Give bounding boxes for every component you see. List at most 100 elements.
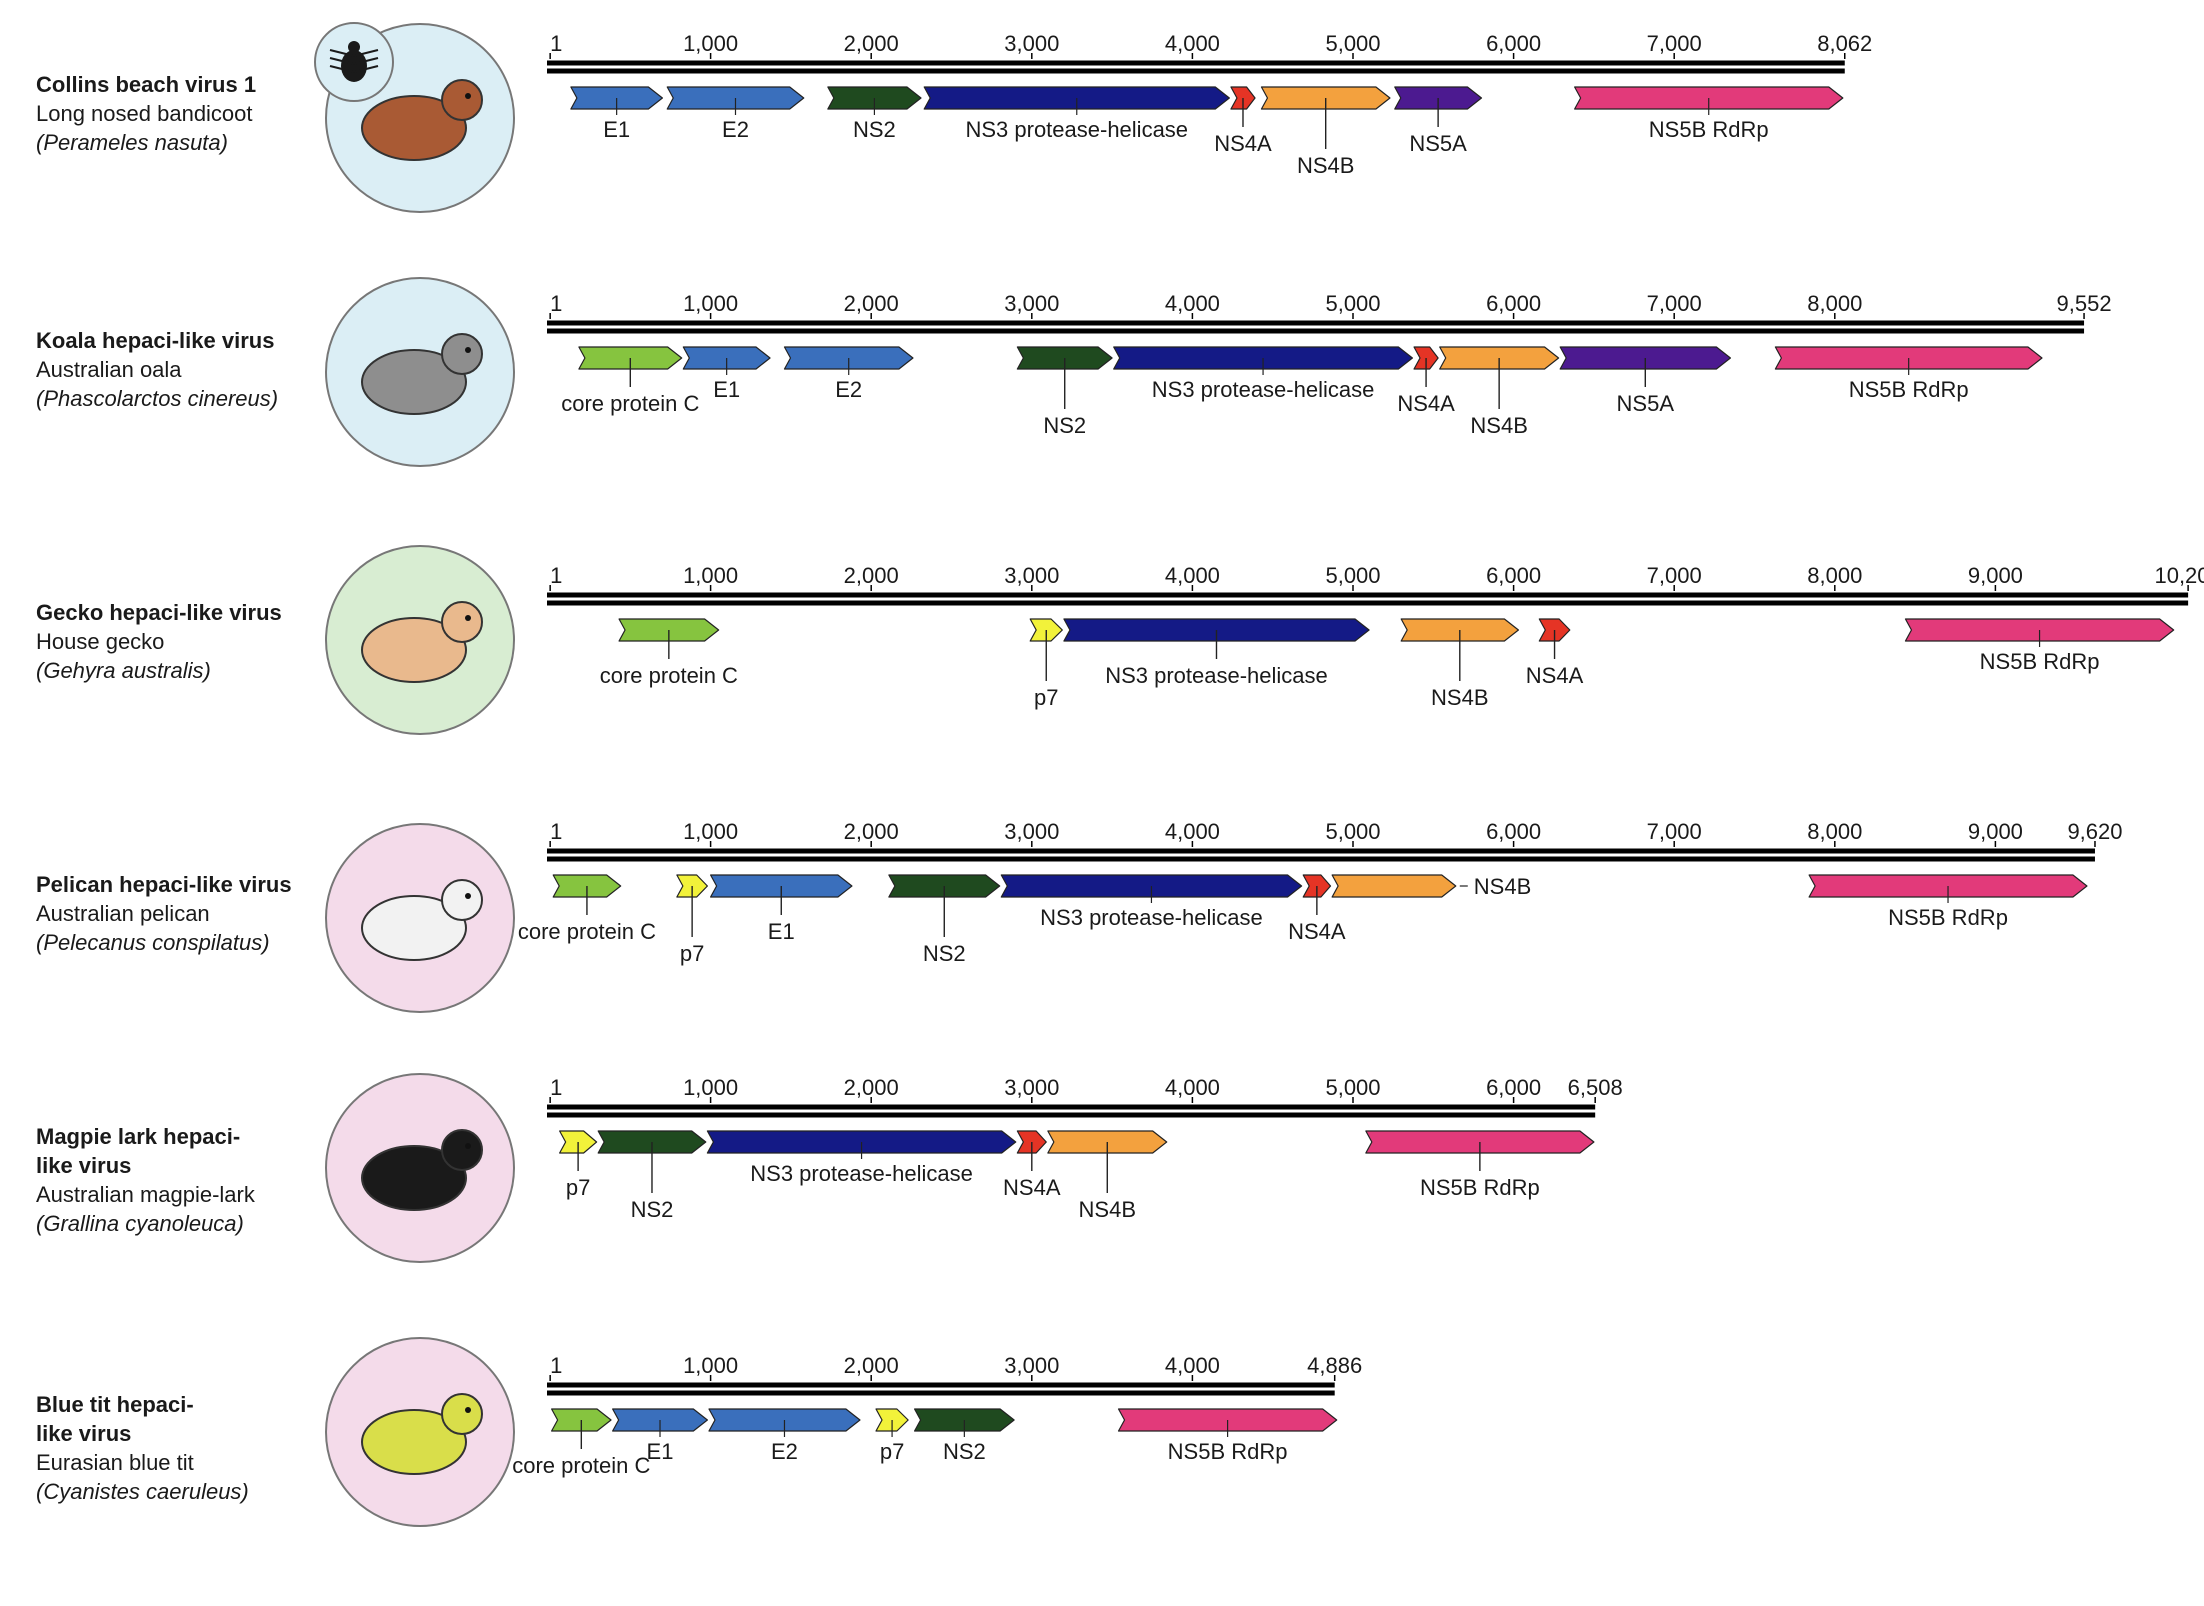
host-scientific-name: (Perameles nasuta) <box>36 130 228 155</box>
tick-label: 4,000 <box>1165 291 1220 316</box>
gene-label: NS5B RdRp <box>1649 117 1769 142</box>
virus-name: like virus <box>36 1421 132 1446</box>
gene-label: p7 <box>880 1439 904 1464</box>
tick-label: 3,000 <box>1004 563 1059 588</box>
virus-host-label: Magpie lark hepaci-like virus Australian … <box>36 1122 255 1238</box>
gene-label: core protein C <box>561 391 699 416</box>
magpie-lark-icon <box>325 1073 515 1263</box>
virus-name: Pelican hepaci-like virus <box>36 872 292 897</box>
tick-label: 4,000 <box>1165 31 1220 56</box>
tick-label: 1 <box>550 31 562 56</box>
gene-label: E2 <box>722 117 749 142</box>
tick-label: 2,000 <box>844 291 899 316</box>
gene-label: NS4B <box>1431 685 1488 710</box>
tick-label: 7,000 <box>1647 31 1702 56</box>
tick-label: 5,000 <box>1325 1075 1380 1100</box>
gene-label: NS4A <box>1526 663 1584 688</box>
gene-label: core protein C <box>600 663 738 688</box>
gene-label: NS5B RdRp <box>1849 377 1969 402</box>
gene-label: NS5A <box>1617 391 1675 416</box>
gene-label: NS5B RdRp <box>1888 905 2008 930</box>
tick-label: 3,000 <box>1004 1075 1059 1100</box>
gene-label: E1 <box>603 117 630 142</box>
pelican-icon <box>325 823 515 1013</box>
gene-label: E2 <box>771 1439 798 1464</box>
genome-panel: Gecko hepaci-like virus House gecko (Gehyr… <box>0 545 2204 816</box>
host-common-name: Eurasian blue tit <box>36 1450 194 1475</box>
genome-panel: Pelican hepaci-like virus Australian peli… <box>0 810 2204 1072</box>
gene-label: NS2 <box>1043 413 1086 438</box>
tick-label: 4,886 <box>1307 1353 1362 1378</box>
virus-host-label: Koala hepaci-like virus Australian oala (P… <box>36 326 278 413</box>
tick-label: 3,000 <box>1004 291 1059 316</box>
tick-label: 9,552 <box>2057 291 2112 316</box>
host-common-name: Australian magpie-lark <box>36 1182 255 1207</box>
tick-label: 1 <box>550 1353 562 1378</box>
virus-name: Blue tit hepaci- <box>36 1392 194 1417</box>
tick-label: 4,000 <box>1165 563 1220 588</box>
tick-label: 6,508 <box>1568 1075 1623 1100</box>
host-common-name: Long nosed bandicoot <box>36 101 253 126</box>
gene-label: E1 <box>713 377 740 402</box>
tick-label: 1,000 <box>683 1075 738 1100</box>
gene-label: NS2 <box>853 117 896 142</box>
virus-name: Collins beach virus 1 <box>36 72 257 97</box>
host-scientific-name: (Cyanistes caeruleus) <box>36 1479 249 1504</box>
tick-label: 4,000 <box>1165 819 1220 844</box>
genome-map: 1 1,000 2,000 3,000 4,000 4,886 core protein C… <box>512 1353 1362 1478</box>
virus-name: like virus <box>36 1153 132 1178</box>
tick-label: 7,000 <box>1647 291 1702 316</box>
tick-label: 5,000 <box>1325 563 1380 588</box>
genome-panel: Collins beach virus 1 Long nosed bandicoo… <box>0 22 2204 284</box>
host-common-name: House gecko <box>36 629 165 654</box>
tick-label: 10,200 <box>2154 563 2204 588</box>
gene-label: NS3 protease-helicase <box>965 117 1188 142</box>
tick-label: 8,000 <box>1807 291 1862 316</box>
tick-label: 8,000 <box>1807 819 1862 844</box>
tick-label: 6,000 <box>1486 1075 1541 1100</box>
tick-label: 9,000 <box>1968 819 2023 844</box>
gene-label: NS3 protease-helicase <box>1105 663 1328 688</box>
tick-label: 7,000 <box>1647 563 1702 588</box>
gene-label: NS4A <box>1214 131 1272 156</box>
gene-label: NS2 <box>943 1439 986 1464</box>
gene-label: NS3 protease-helicase <box>1040 905 1263 930</box>
gene-label: NS2 <box>631 1197 674 1222</box>
tick-label: 1,000 <box>683 819 738 844</box>
tick-label: 9,000 <box>1968 563 2023 588</box>
genome-map: 1 1,000 2,000 3,000 4,000 5,000 6,000 7,000 8,00… <box>547 563 2204 710</box>
host-common-name: Australian oala <box>36 357 182 382</box>
gene-label: NS5B RdRp <box>1168 1439 1288 1464</box>
tick-label: 5,000 <box>1325 819 1380 844</box>
tick-label: 8,000 <box>1807 563 1862 588</box>
virus-host-label: Blue tit hepaci-like virus Eurasian blue … <box>36 1390 249 1506</box>
koala-icon <box>325 277 515 467</box>
gene-label: NS4B <box>1297 153 1354 178</box>
gene-label: p7 <box>566 1175 590 1200</box>
gene-label: core protein C <box>518 919 656 944</box>
gene-label: E2 <box>835 377 862 402</box>
virus-name: Gecko hepaci-like virus <box>36 600 282 625</box>
blue-tit-icon <box>325 1337 515 1527</box>
genome-map: 1 1,000 2,000 3,000 4,000 5,000 6,000 7,000 8,00… <box>547 291 2112 438</box>
tick-label: 1 <box>550 563 562 588</box>
gene-label: E1 <box>768 919 795 944</box>
gene-label: NS4A <box>1288 919 1346 944</box>
gene-label: NS2 <box>923 941 966 966</box>
genome-map: 1 1,000 2,000 3,000 4,000 5,000 6,000 6,508 p7 NS… <box>547 1075 1623 1222</box>
tick-icon <box>314 22 394 102</box>
genome-panel: Koala hepaci-like virus Australian oala (P… <box>0 277 2204 544</box>
tick-label: 3,000 <box>1004 1353 1059 1378</box>
gene-label: p7 <box>1034 685 1058 710</box>
tick-label: 3,000 <box>1004 819 1059 844</box>
tick-label: 8,062 <box>1817 31 1872 56</box>
host-scientific-name: (Phascolarctos cinereus) <box>36 386 279 411</box>
host-scientific-name: (Grallina cyanoleuca) <box>36 1211 244 1236</box>
virus-host-label: Collins beach virus 1 Long nosed bandicoo… <box>36 70 256 157</box>
tick-label: 1,000 <box>683 31 738 56</box>
gene-label: core protein C <box>512 1453 650 1478</box>
tick-label: 1 <box>550 291 562 316</box>
genome-map: 1 1,000 2,000 3,000 4,000 5,000 6,000 7,000 8,00… <box>518 819 2123 966</box>
gene-label: NS4A <box>1397 391 1455 416</box>
tick-label: 6,000 <box>1486 291 1541 316</box>
